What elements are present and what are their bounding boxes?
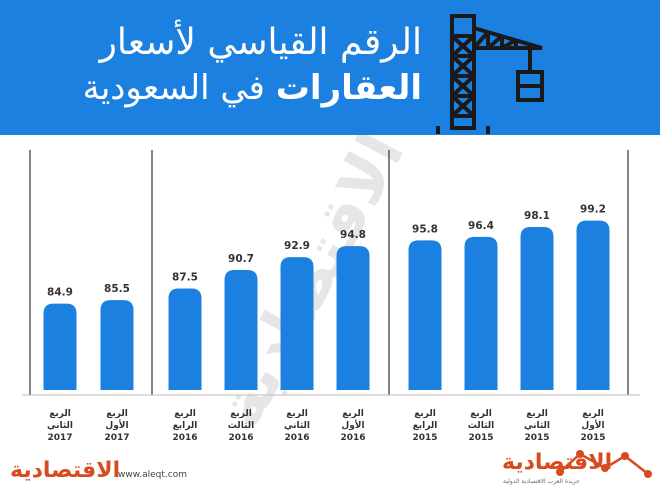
category-label-5-0: الربع: [342, 409, 364, 419]
category-label-9-0: الربع: [582, 409, 604, 419]
category-label-8-1: الثاني: [524, 421, 550, 431]
category-label-0-2: 2017: [47, 433, 72, 440]
value-label-1: 85.5: [104, 283, 130, 295]
category-label-5-2: 2016: [340, 433, 365, 440]
bar-chart: الاقتصادية84.9الربعالثاني201785.5الربعال…: [22, 135, 640, 440]
publisher-logo-left: الاقتصادية: [10, 458, 121, 483]
bar-2: [168, 288, 202, 390]
trend-line-icon: [556, 450, 652, 478]
category-label-9-2: 2015: [580, 433, 605, 440]
category-label-0-0: الربع: [49, 409, 71, 419]
category-label-6-0: الربع: [414, 409, 436, 419]
category-label-3-0: الربع: [230, 409, 252, 419]
category-label-1-1: الأول: [105, 419, 128, 431]
bar-1: [100, 300, 134, 390]
category-label-2-2: 2016: [172, 433, 197, 440]
category-label-6-2: 2015: [412, 433, 437, 440]
bar-5: [336, 246, 370, 390]
value-label-6: 95.8: [412, 223, 438, 235]
value-label-4: 92.9: [284, 240, 310, 252]
category-label-1-2: 2017: [104, 433, 129, 440]
chart-title-normal: في السعودية: [82, 68, 265, 108]
category-label-3-1: الثالث: [228, 421, 254, 431]
category-label-3-2: 2016: [228, 433, 253, 440]
category-label-4-0: الربع: [286, 409, 308, 419]
value-label-0: 84.9: [47, 287, 73, 299]
chart-footer: الاقتصادية www.aleqt.com الاقتصادية جريد…: [0, 440, 660, 496]
category-label-6-1: الرابع: [413, 421, 438, 431]
category-label-9-1: الأول: [581, 419, 604, 431]
value-label-7: 96.4: [468, 220, 494, 232]
category-label-5-1: الأول: [341, 419, 364, 431]
bar-7: [464, 236, 498, 390]
bar-6: [408, 240, 442, 390]
category-label-8-0: الربع: [526, 409, 548, 419]
bar-4: [280, 257, 314, 390]
category-label-4-2: 2016: [284, 433, 309, 440]
category-label-2-0: الربع: [174, 409, 196, 419]
chart-title-line2: العقارات في السعودية: [83, 68, 422, 108]
category-label-7-0: الربع: [470, 409, 492, 419]
bar-8: [520, 227, 554, 390]
category-label-1-0: الربع: [106, 409, 128, 419]
chart-title-bold: العقارات: [275, 68, 422, 108]
bar-9: [576, 220, 610, 390]
bar-3: [224, 269, 258, 390]
value-label-8: 98.1: [524, 210, 550, 222]
publisher-logo-subtitle: جريدة العرب الاقتصادية الدولية: [503, 478, 580, 485]
chart-header: الرقم القياسي لأسعار العقارات في السعودي…: [0, 0, 660, 135]
crane-icon: [436, 14, 544, 134]
category-label-7-1: الثالث: [468, 421, 494, 431]
value-label-2: 87.5: [172, 272, 198, 284]
category-label-4-1: الثاني: [284, 421, 310, 431]
value-label-9: 99.2: [580, 204, 606, 216]
publisher-logo-right: الاقتصادية: [502, 450, 613, 475]
value-label-5: 94.8: [340, 229, 366, 241]
category-label-2-1: الرابع: [173, 421, 198, 431]
category-label-0-1: الثاني: [47, 421, 73, 431]
value-label-3: 90.7: [228, 253, 254, 265]
category-label-7-2: 2015: [468, 433, 493, 440]
category-label-8-2: 2015: [524, 433, 549, 440]
chart-title-line1: الرقم القياسي لأسعار: [99, 22, 423, 63]
website-url[interactable]: www.aleqt.com: [118, 470, 187, 480]
bar-0: [43, 303, 77, 390]
